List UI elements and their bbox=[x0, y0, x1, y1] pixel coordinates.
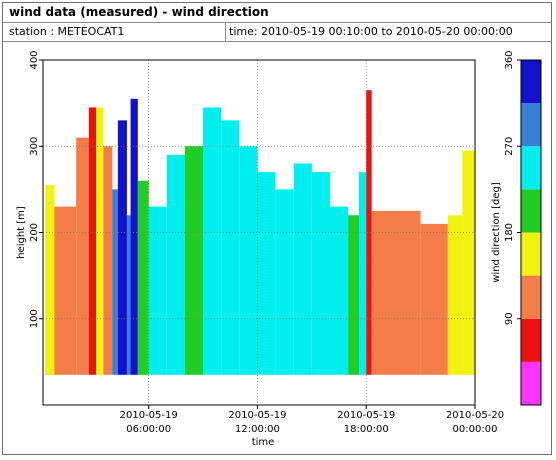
colorbar-bin bbox=[521, 103, 541, 147]
x-tick-label-time: 12:00:00 bbox=[235, 424, 280, 435]
data-column bbox=[239, 146, 258, 375]
colorbar-tick-label: 180 bbox=[504, 223, 515, 242]
x-tick-label-date: 2010-05-19 bbox=[228, 410, 286, 421]
data-column bbox=[112, 189, 118, 375]
axes: 100 200 300 400 height [m] 2010-05-19 06:00:00… bbox=[16, 50, 504, 448]
info-bar: station : METEOCAT1 time: 2010-05-19 00:… bbox=[3, 23, 551, 42]
data-column bbox=[130, 98, 138, 375]
y-tick-label: 200 bbox=[29, 223, 40, 242]
data-column bbox=[420, 223, 448, 375]
plot-area bbox=[43, 59, 475, 405]
data-column bbox=[45, 185, 55, 375]
data-column bbox=[257, 172, 276, 375]
data-column bbox=[358, 172, 367, 375]
data-column bbox=[184, 146, 204, 375]
x-axis-label: time bbox=[252, 437, 275, 448]
data-column bbox=[103, 146, 113, 375]
colorbar-tick-label: 270 bbox=[504, 137, 515, 156]
data-column bbox=[329, 206, 349, 375]
data-column bbox=[126, 215, 131, 375]
colorbar-bin bbox=[521, 189, 541, 233]
x-tick-label-date: 2010-05-20 bbox=[446, 410, 504, 421]
info-separator bbox=[225, 23, 226, 41]
data-column bbox=[137, 180, 149, 375]
x-tick-label-date: 2010-05-19 bbox=[337, 410, 395, 421]
chart-title: wind data (measured) - wind direction bbox=[3, 3, 551, 23]
colorbar-bin bbox=[521, 60, 541, 104]
data-column bbox=[221, 120, 240, 375]
y-tick-label: 300 bbox=[29, 137, 40, 156]
data-column bbox=[371, 210, 421, 375]
colorbar-bin bbox=[521, 232, 541, 276]
data-column bbox=[148, 206, 167, 375]
colorbar: 90 180 270 360 wind direction [deg] bbox=[491, 50, 542, 406]
data-column bbox=[462, 150, 475, 375]
station-label: station : METEOCAT1 bbox=[9, 25, 125, 38]
data-column bbox=[166, 154, 185, 375]
data-column bbox=[203, 107, 222, 375]
x-tick-label-time: 06:00:00 bbox=[126, 424, 171, 435]
colorbar-tick-label: 360 bbox=[504, 50, 515, 69]
colorbar-bin bbox=[521, 318, 541, 362]
data-column bbox=[293, 163, 312, 375]
colorbar-bin bbox=[521, 146, 541, 190]
data-column bbox=[348, 215, 359, 375]
x-tick-label-time: 00:00:00 bbox=[453, 424, 498, 435]
y-axis-label: height [m] bbox=[16, 206, 27, 259]
x-tick-label-time: 18:00:00 bbox=[344, 424, 389, 435]
data-column bbox=[311, 172, 330, 375]
data-column bbox=[275, 189, 294, 375]
data-column bbox=[76, 137, 89, 375]
colorbar-bin bbox=[521, 361, 541, 405]
colorbar-bin bbox=[521, 275, 541, 319]
data-column bbox=[88, 107, 97, 375]
time-range-label: time: 2010-05-19 00:10:00 to 2010-05-20 … bbox=[229, 25, 513, 38]
data-column bbox=[366, 90, 372, 375]
colorbar-tick-label: 90 bbox=[504, 312, 515, 325]
y-tick-label: 100 bbox=[29, 309, 40, 328]
data-column bbox=[447, 215, 463, 375]
colorbar-label: wind direction [deg] bbox=[491, 182, 502, 283]
x-tick-label-date: 2010-05-19 bbox=[120, 410, 178, 421]
data-column bbox=[117, 120, 127, 375]
data-column bbox=[96, 107, 104, 375]
y-tick-label: 400 bbox=[29, 50, 40, 69]
